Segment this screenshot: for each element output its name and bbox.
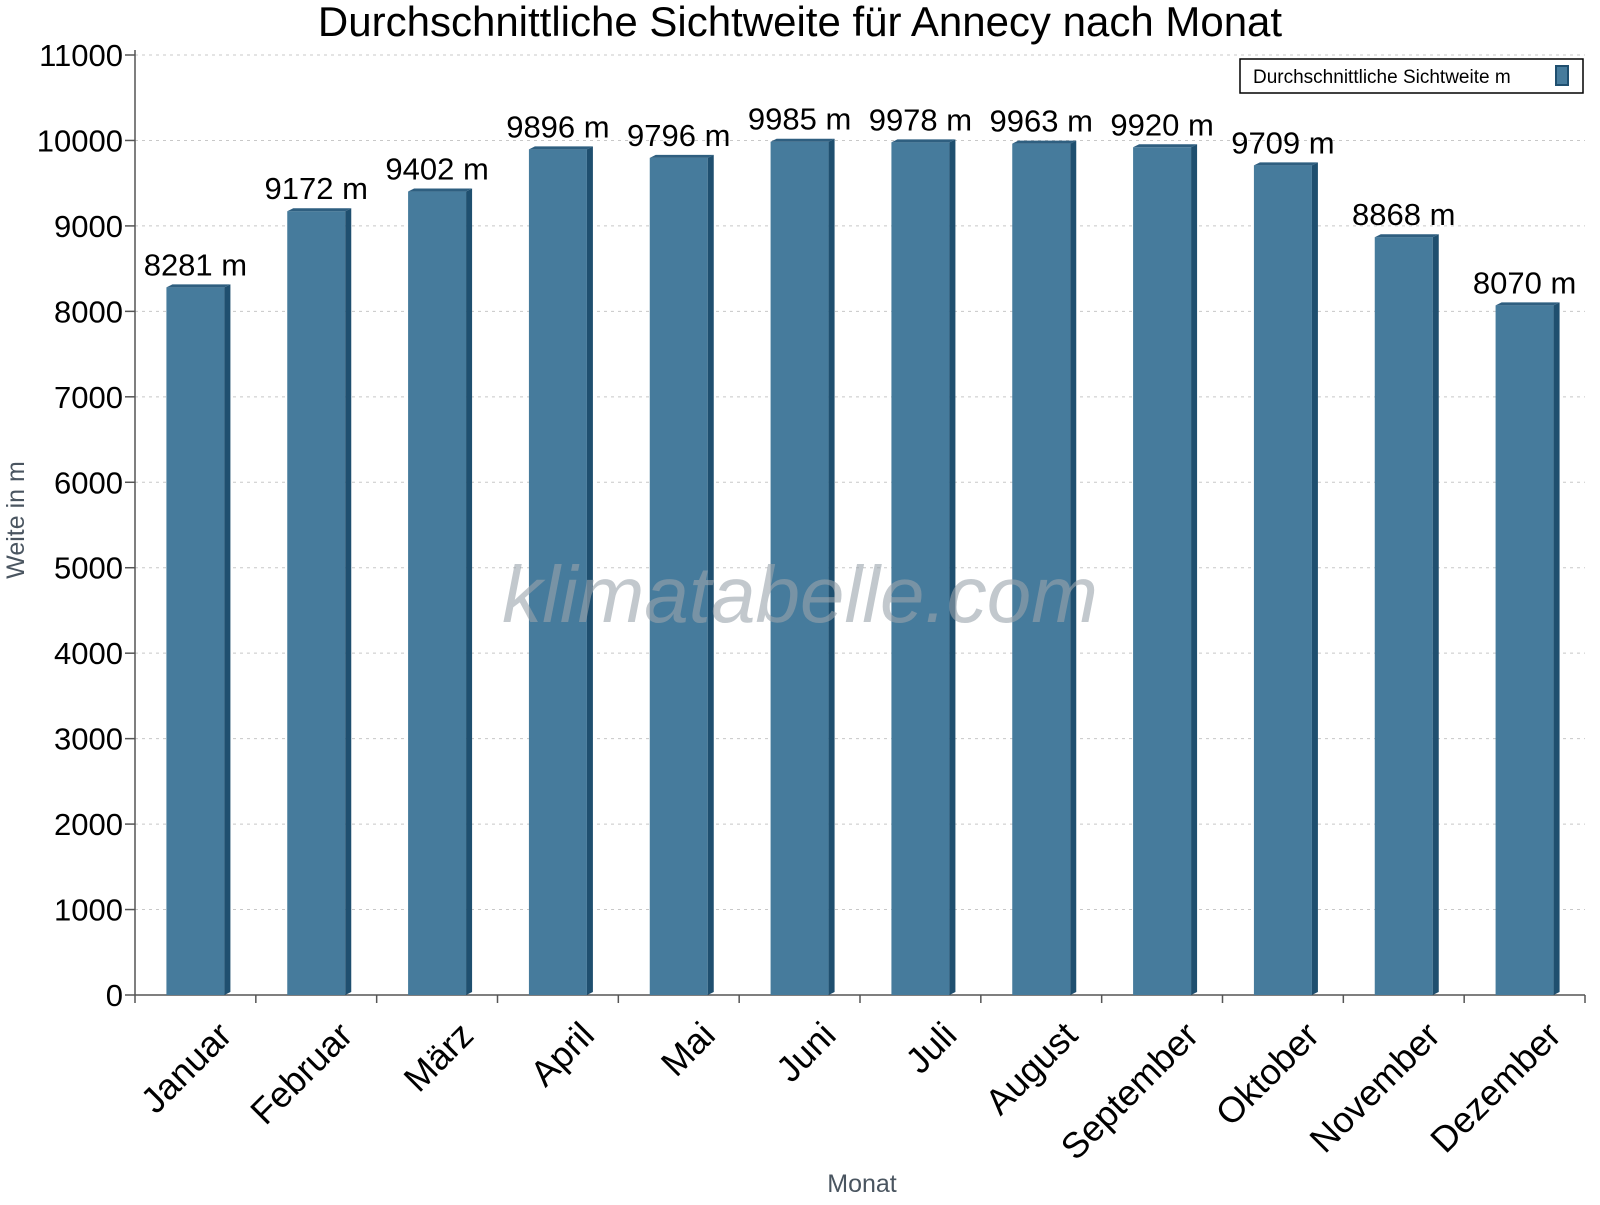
bar-side <box>1432 234 1439 995</box>
bar-side <box>466 188 473 995</box>
bar-side <box>224 284 231 995</box>
value-label: 9963 m <box>990 104 1093 139</box>
y-axis-label: Weite in m <box>2 461 30 579</box>
legend-swatch <box>1555 65 1569 86</box>
value-label: 8868 m <box>1352 197 1455 232</box>
y-tick-label: 5000 <box>54 551 123 586</box>
bar-top <box>1253 162 1318 166</box>
value-labels: 8281 m 9172 m 9402 m 9896 m 9796 m 9985 m 9978… <box>144 102 1577 301</box>
x-tick-label: Dezember <box>1422 1014 1568 1160</box>
x-tick-label: April <box>522 1014 602 1094</box>
bar <box>408 191 467 995</box>
value-label: 9978 m <box>869 102 972 137</box>
x-tick-label: Mai <box>653 1014 723 1084</box>
x-axis-label: Monat <box>827 1170 897 1198</box>
y-tick-label: 9000 <box>54 209 123 244</box>
bar <box>1133 147 1192 996</box>
value-label: 9985 m <box>748 102 851 137</box>
y-tick-label: 4000 <box>54 636 123 671</box>
bar <box>1374 237 1433 995</box>
value-label: 9172 m <box>265 171 368 206</box>
y-tick-label: 6000 <box>54 465 123 500</box>
bar-side <box>1070 140 1077 996</box>
value-label: 9920 m <box>1110 107 1213 142</box>
bar-top <box>287 208 352 212</box>
y-tick-label: 7000 <box>54 380 123 415</box>
value-label: 8281 m <box>144 247 247 282</box>
bar-side <box>586 146 593 996</box>
bar <box>649 157 708 995</box>
bar <box>1253 165 1312 995</box>
x-tick-label: Januar <box>133 1014 240 1121</box>
bar-top <box>528 146 593 150</box>
bar <box>528 149 587 996</box>
bar-top <box>166 284 231 288</box>
bars <box>166 138 1560 996</box>
axes <box>125 50 1586 1003</box>
legend-label: Durchschnittliche Sichtweite m <box>1253 67 1511 88</box>
bar <box>1012 143 1071 996</box>
value-label: 9796 m <box>627 118 730 153</box>
legend-box <box>1239 58 1584 94</box>
value-label: 9709 m <box>1231 125 1334 160</box>
bar-side <box>1191 144 1198 996</box>
bar-side <box>345 208 352 995</box>
y-tick-label: 0 <box>106 978 123 1013</box>
legend: Durchschnittliche Sichtweite m <box>1239 58 1584 94</box>
value-label: 9896 m <box>506 109 609 144</box>
chart-title: Durchschnittliche Sichtweite für Annecy … <box>318 0 1282 45</box>
bar-top <box>649 154 714 158</box>
bar-side <box>707 154 714 995</box>
bar-side <box>828 138 835 996</box>
y-tick-label: 10000 <box>37 123 123 158</box>
bar-top <box>1133 144 1198 148</box>
y-tick-label: 2000 <box>54 807 123 842</box>
bar <box>1495 305 1554 995</box>
x-tick-label: Juli <box>897 1014 964 1081</box>
bar-side <box>1553 302 1560 995</box>
bar-side <box>1311 162 1318 995</box>
x-tick-label: August <box>977 1014 1085 1122</box>
value-label: 8070 m <box>1473 265 1576 300</box>
bar-top <box>1495 302 1560 306</box>
watermark-text: klimatabelle.com <box>502 550 1098 639</box>
bar <box>770 141 829 996</box>
bar-top <box>408 188 473 192</box>
bar-top <box>1012 140 1077 144</box>
x-tick-label: Oktober <box>1207 1014 1327 1134</box>
y-tick-label: 1000 <box>54 893 123 928</box>
bar <box>891 142 950 996</box>
x-tick-label: Juni <box>768 1014 844 1090</box>
bar-top <box>1374 234 1439 238</box>
bar <box>166 287 225 995</box>
bar-top <box>891 139 956 143</box>
bar-side <box>949 139 956 996</box>
y-tick-label: 11000 <box>39 38 123 73</box>
y-tick-label: 8000 <box>54 294 123 329</box>
x-tick-label: November <box>1301 1014 1447 1160</box>
x-tick-label: Februar <box>242 1014 360 1132</box>
x-tick-label: März <box>396 1014 482 1100</box>
y-tick-label: 3000 <box>54 722 123 757</box>
value-label: 9402 m <box>385 152 488 187</box>
bar <box>287 211 346 995</box>
bar-top <box>770 138 835 142</box>
